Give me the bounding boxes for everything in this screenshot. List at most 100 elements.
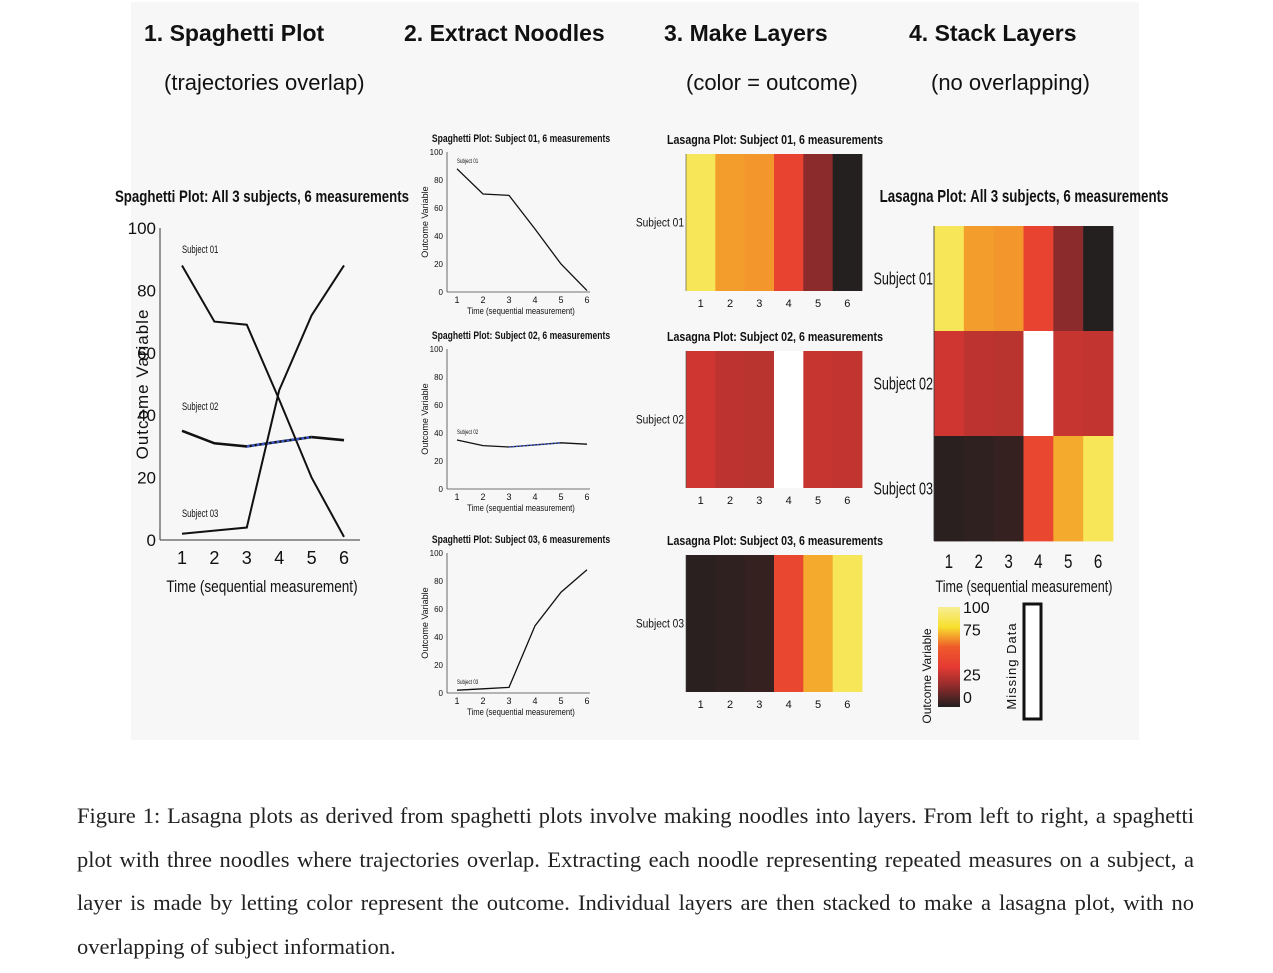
figure-caption: Figure 1: Lasagna plots as derived from … xyxy=(77,803,1194,959)
spaghetti-small-ytick: 60 xyxy=(434,605,443,614)
lasagna-layer-cell xyxy=(744,154,775,291)
spaghetti-small-ytick: 20 xyxy=(434,661,443,670)
step-3-title: 3. Make Layers xyxy=(664,20,828,46)
step-1-subtitle: (trajectories overlap) xyxy=(164,70,365,95)
spaghetti-small-ytick: 20 xyxy=(434,457,443,466)
spaghetti-all-ytick: 40 xyxy=(137,406,156,425)
lasagna-layer-title: Lasagna Plot: Subject 02, 6 measurements xyxy=(667,329,883,344)
spaghetti-small-xtick: 2 xyxy=(480,492,485,502)
spaghetti-all-title: Spaghetti Plot: All 3 subjects, 6 measur… xyxy=(115,188,409,207)
step-2-title: 2. Extract Noodles xyxy=(404,20,605,46)
spaghetti-small-xtick: 3 xyxy=(506,295,511,305)
lasagna-layer-xtick: 1 xyxy=(698,298,704,310)
lasagna-layer-xtick: 1 xyxy=(698,699,704,711)
lasagna-layer-title: Lasagna Plot: Subject 01, 6 measurements xyxy=(667,132,883,147)
lasagna-all-row-label: Subject 02 xyxy=(874,374,933,394)
lasagna-layer-cell xyxy=(832,154,863,291)
step-3-subtitle: (color = outcome) xyxy=(686,70,858,95)
spaghetti-all-missing-segment xyxy=(246,435,312,448)
step-4-subtitle: (no overlapping) xyxy=(931,70,1090,95)
lasagna-layer-xtick: 6 xyxy=(844,298,850,310)
spaghetti-all-ytick: 0 xyxy=(147,531,156,550)
spaghetti-small-xtick: 1 xyxy=(454,696,459,706)
spaghetti-small-ytick: 40 xyxy=(434,232,443,241)
panel-bg-2 xyxy=(401,2,637,740)
lasagna-all-cell xyxy=(963,226,995,332)
figure-canvas: Spaghetti Plot: All 3 subjects, 6 measur… xyxy=(115,132,1169,724)
spaghetti-small-ylabel: Outcome Variable xyxy=(420,383,430,454)
lasagna-layer-xtick: 2 xyxy=(727,298,733,310)
lasagna-layer-cell xyxy=(686,351,716,488)
lasagna-all-row-label: Subject 03 xyxy=(874,479,933,499)
spaghetti-all-xlabel: Time (sequential measurement) xyxy=(166,578,357,597)
lasagna-all-xtick: 3 xyxy=(1004,550,1012,572)
spaghetti-small-ytick: 0 xyxy=(439,689,444,698)
lasagna-all-cell xyxy=(963,436,995,542)
lasagna-layer-xtick: 3 xyxy=(756,699,762,711)
spaghetti-small-xtick: 3 xyxy=(506,492,511,502)
spaghetti-small-xtick: 2 xyxy=(480,696,485,706)
colorbar-tick: 100 xyxy=(963,600,990,617)
spaghetti-small-series-label: Subject 01 xyxy=(457,158,478,165)
spaghetti-small-xtick: 3 xyxy=(506,696,511,706)
lasagna-layer-xtick: 4 xyxy=(786,495,792,507)
colorbar-tick: 0 xyxy=(963,690,972,707)
lasagna-layer-xtick: 5 xyxy=(815,298,821,310)
lasagna-layer-xtick: 2 xyxy=(727,495,733,507)
spaghetti-all-series-label: Subject 03 xyxy=(182,508,218,521)
spaghetti-small-ytick: 40 xyxy=(434,633,443,642)
colorbar-tick: 75 xyxy=(963,623,981,640)
lasagna-layer-xtick: 4 xyxy=(786,298,792,310)
spaghetti-small-xtick: 5 xyxy=(558,492,563,502)
lasagna-layer-xtick: 4 xyxy=(786,699,792,711)
lasagna-layer-cell xyxy=(803,555,834,692)
lasagna-all-cell xyxy=(934,436,965,542)
spaghetti-small-series-line xyxy=(456,439,588,448)
lasagna-all-cell xyxy=(993,331,1024,437)
spaghetti-small-xtick: 1 xyxy=(454,295,459,305)
spaghetti-small-ytick: 80 xyxy=(434,373,443,382)
lasagna-all-xtick: 5 xyxy=(1064,550,1072,572)
lasagna-all-cell xyxy=(934,226,965,332)
lasagna-layer-cell xyxy=(686,154,716,291)
lasagna-layer-cell xyxy=(715,154,746,291)
spaghetti-small-ytick: 40 xyxy=(434,429,443,438)
spaghetti-small-ytick: 20 xyxy=(434,260,443,269)
spaghetti-small-xtick: 2 xyxy=(480,295,485,305)
lasagna-layer-cell xyxy=(774,555,804,692)
lasagna-all-cell xyxy=(993,226,1024,332)
spaghetti-all-xtick: 1 xyxy=(177,548,187,568)
colorbar-tick: 25 xyxy=(963,668,981,685)
lasagna-all-row-label: Subject 01 xyxy=(874,269,933,289)
lasagna-layer-xtick: 3 xyxy=(756,298,762,310)
lasagna-layer-cell xyxy=(774,154,804,291)
lasagna-all-xtick: 4 xyxy=(1034,550,1043,572)
lasagna-layer-cell xyxy=(803,351,834,488)
spaghetti-all-series-label: Subject 02 xyxy=(182,401,218,414)
lasagna-all-xtick: 6 xyxy=(1094,550,1102,572)
lasagna-layer-xtick: 6 xyxy=(844,699,850,711)
lasagna-all-cell xyxy=(1053,436,1084,542)
lasagna-layer-xtick: 3 xyxy=(756,495,762,507)
spaghetti-small-xtick: 4 xyxy=(532,492,537,502)
lasagna-layer-cell xyxy=(744,555,775,692)
spaghetti-all-xtick: 3 xyxy=(242,548,252,568)
spaghetti-small-xtick: 5 xyxy=(558,295,563,305)
spaghetti-all-ytick: 100 xyxy=(128,219,156,238)
spaghetti-small-ytick: 100 xyxy=(430,345,444,354)
spaghetti-small-xlabel: Time (sequential measurement) xyxy=(467,305,575,316)
spaghetti-small-series-label: Subject 03 xyxy=(457,680,478,687)
lasagna-all-cell xyxy=(993,436,1024,542)
spaghetti-small-xtick: 6 xyxy=(584,696,589,706)
spaghetti-small-ytick: 80 xyxy=(434,577,443,586)
lasagna-layer-row-label: Subject 03 xyxy=(636,618,684,631)
spaghetti-small-title: Spaghetti Plot: Subject 02, 6 measuremen… xyxy=(432,330,611,342)
lasagna-layer-row-label: Subject 01 xyxy=(636,217,684,230)
spaghetti-small-xtick: 1 xyxy=(454,492,459,502)
lasagna-all-cell xyxy=(1083,331,1114,437)
spaghetti-all-xtick: 5 xyxy=(307,548,317,568)
lasagna-layer-xtick: 2 xyxy=(727,699,733,711)
spaghetti-all-xtick: 2 xyxy=(209,548,219,568)
spaghetti-small-ytick: 60 xyxy=(434,204,443,213)
lasagna-all-cell xyxy=(1083,436,1114,542)
